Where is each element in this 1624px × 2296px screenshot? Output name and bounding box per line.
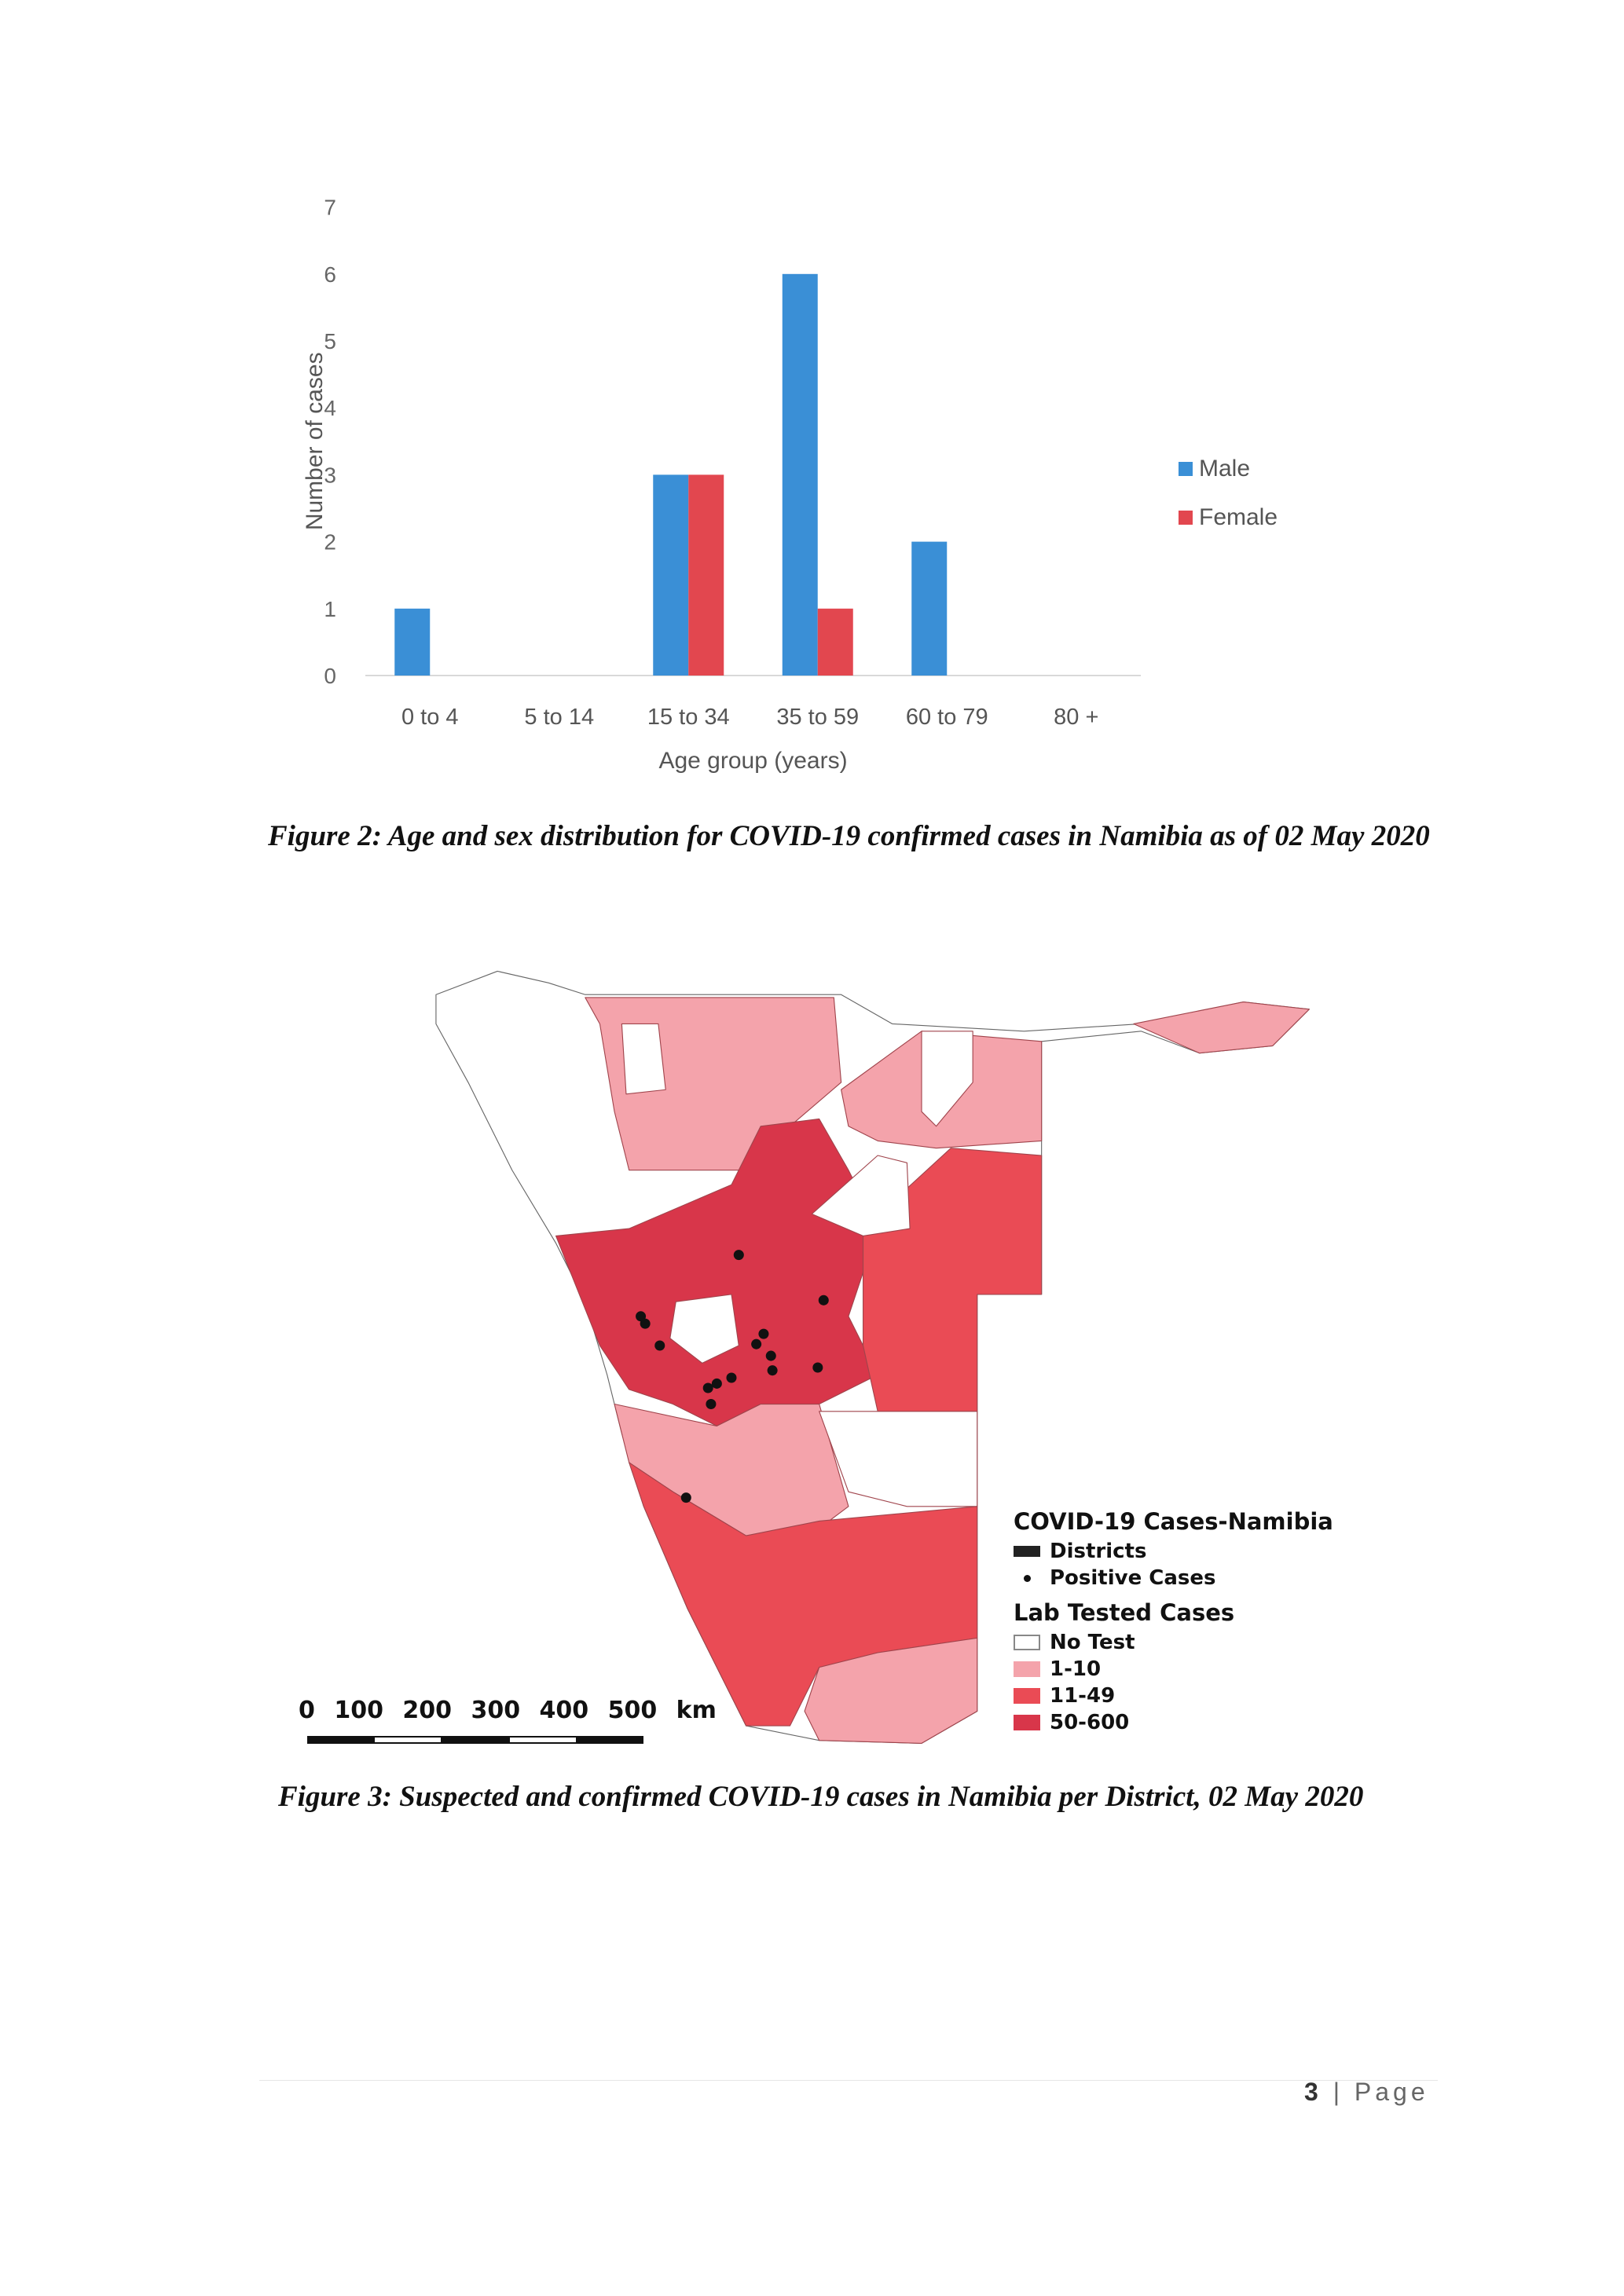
x-tick-label: 15 to 34	[647, 705, 730, 730]
y-tick-label: 3	[324, 463, 336, 487]
y-axis-label: Number of cases	[302, 352, 328, 530]
y-tick-label: 2	[324, 530, 336, 555]
x-axis-label: Age group (years)	[658, 748, 847, 774]
legend-50-600: 50-600	[1050, 1711, 1130, 1734]
district-no-test-kavango	[921, 1031, 973, 1127]
district-no-test-erongo	[669, 1294, 739, 1364]
map-legend: COVID-19 Cases-Namibia Districts Positiv…	[1014, 1508, 1333, 1736]
district-zambezi	[1133, 1001, 1310, 1054]
y-tick-label: 0	[324, 664, 336, 688]
swatch-50-600	[1014, 1715, 1040, 1730]
legend-no-test: No Test	[1050, 1631, 1135, 1654]
legend-districts: Districts	[1050, 1540, 1147, 1563]
bar-male	[911, 541, 948, 676]
y-tick-label: 1	[324, 597, 336, 621]
bar-male	[782, 273, 818, 676]
namibia-district-map	[435, 970, 1310, 1744]
lab-tested-title: Lab Tested Cases	[1014, 1599, 1235, 1626]
age-sex-bar-chart: 0 1 2 3 4 5 6 7 0 to 4 5 to 14 15 to 34 35 to 59 60 …	[302, 196, 1278, 774]
legend-11-49: 11-49	[1050, 1684, 1116, 1708]
x-tick-label: 80 +	[1054, 705, 1098, 730]
positive-dot-icon	[1014, 1570, 1040, 1586]
y-tick-label: 5	[324, 329, 336, 353]
bar-female	[817, 608, 853, 676]
footer-divider	[259, 2080, 1438, 2081]
x-tick-label: 60 to 79	[906, 705, 988, 730]
legend-1-10: 1-10	[1050, 1657, 1102, 1681]
page-footer: 3 | Page	[1304, 2078, 1429, 2106]
y-tick-label: 6	[324, 262, 336, 287]
bar-male	[394, 608, 431, 676]
positive-case-dots	[636, 1250, 829, 1503]
swatch-11-49	[1014, 1688, 1040, 1704]
district-keetmanshoop	[804, 1637, 978, 1744]
districts-swatch	[1014, 1546, 1040, 1557]
district-no-test-ohangwena	[621, 1023, 666, 1095]
district-no-test-grootfontein	[811, 1155, 911, 1236]
legend-positive: Positive Cases	[1050, 1566, 1216, 1590]
figure-2-caption: Figure 2: Age and sex distribution for C…	[268, 820, 1430, 852]
y-tick-label: 7	[324, 196, 336, 220]
legend-swatch-female	[1179, 511, 1193, 525]
y-tick-label: 4	[324, 396, 336, 420]
page-number: 3	[1304, 2078, 1322, 2106]
figure-3-caption: Figure 3: Suspected and confirmed COVID-…	[278, 1781, 1364, 1813]
legend-title: COVID-19 Cases-Namibia	[1014, 1508, 1333, 1535]
scale-label: 0 100 200 300 400 500 km	[299, 1697, 717, 1724]
bar-male	[653, 474, 689, 676]
swatch-1-10	[1014, 1661, 1040, 1677]
swatch-no-test	[1014, 1635, 1040, 1650]
x-tick-label: 0 to 4	[401, 705, 459, 730]
scale-bar	[307, 1736, 643, 1744]
legend-swatch-male	[1179, 462, 1193, 476]
district-no-test-east	[819, 1411, 978, 1507]
page-word: Page	[1354, 2078, 1429, 2106]
legend-label-female: Female	[1199, 504, 1278, 530]
bar-female	[688, 474, 724, 676]
legend-label-male: Male	[1199, 456, 1250, 482]
x-tick-label: 35 to 59	[776, 705, 859, 730]
x-tick-label: 5 to 14	[524, 705, 594, 730]
